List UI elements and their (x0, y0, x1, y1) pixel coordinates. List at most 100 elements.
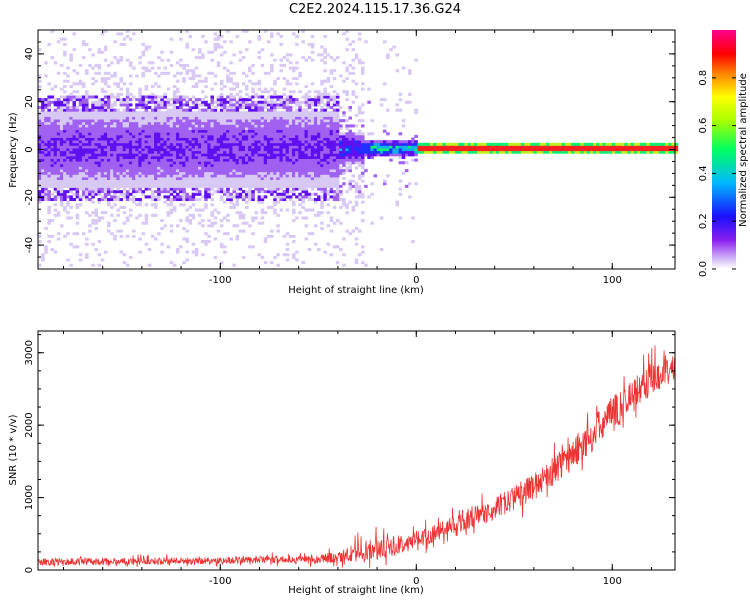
spectrogram-cell (301, 190, 305, 194)
spectrogram-cell (216, 95, 221, 99)
spectrogram-cell (182, 119, 186, 123)
spectrogram-cell (301, 163, 305, 167)
spectrogram-cell (273, 132, 277, 136)
spectrogram-cell (270, 32, 274, 36)
spectrogram-cell (332, 145, 337, 149)
spectrogram-cell (50, 124, 55, 128)
spectrogram-cell (285, 171, 290, 175)
spectrogram-cell (361, 124, 365, 128)
spectrogram-cell (266, 184, 271, 188)
spectrogram-cell (260, 140, 265, 144)
spectrogram-cell (204, 137, 208, 141)
spectrogram-cell (204, 140, 208, 144)
spectrogram-cell (122, 100, 127, 104)
spectrogram-cell (66, 103, 70, 107)
spectrogram-cell (357, 174, 362, 178)
spectrogram-cell (241, 129, 246, 133)
spectrogram-cell (207, 113, 211, 117)
spectrogram-cell (81, 108, 86, 112)
spectrogram-cell (116, 129, 120, 133)
spectrogram-cell (448, 145, 453, 149)
spectrogram-cell (310, 111, 315, 115)
spectrogram-cell (201, 166, 205, 170)
spectrogram-cell (179, 113, 183, 117)
spectrogram-cell (238, 111, 243, 115)
spectrogram-cell (248, 69, 252, 73)
spectrogram-cell (116, 148, 120, 152)
spectrogram-cell (611, 148, 616, 152)
spectrogram-cell (100, 190, 105, 194)
spectrogram-cell (106, 137, 111, 141)
spectrogram-cell (298, 203, 302, 207)
spectrogram-cell (194, 119, 199, 123)
spectrogram-cell (216, 174, 221, 178)
spectrogram-cell (226, 145, 230, 149)
spectrogram-cell (260, 200, 265, 204)
spectrogram-cell (188, 140, 193, 144)
spectrogram-cell (361, 132, 365, 136)
spectrogram-cell (125, 145, 130, 149)
spectrogram-cell (301, 176, 305, 181)
spectrogram-cell (179, 166, 183, 170)
spectrogram-cell (147, 124, 152, 128)
spectrogram-cell (163, 145, 167, 149)
spectrogram-cell (59, 132, 64, 136)
spectrogram-cell (251, 119, 255, 123)
spectrogram-cell (147, 129, 152, 133)
spectrogram-cell (144, 124, 149, 128)
spectrogram-cell (50, 132, 55, 136)
spectrogram-cell (63, 140, 67, 144)
spectrogram-cell (392, 45, 396, 49)
spectrogram-cell (201, 240, 205, 244)
spectrogram-cell (213, 163, 218, 167)
spectrogram-cell (182, 237, 186, 241)
spectrogram-cell (223, 179, 227, 183)
spectrogram-cell (266, 166, 271, 170)
spectrogram-cell (85, 148, 89, 152)
spectrogram-cell (204, 190, 208, 194)
spectrogram-cell (244, 116, 249, 120)
spectrogram-cell (182, 124, 186, 128)
spectrogram-cell (389, 158, 393, 162)
spectrogram-cell (304, 169, 309, 173)
spectrogram-cell (106, 127, 111, 131)
spectrogram-cell (288, 176, 293, 181)
spectrogram-cell (332, 198, 337, 202)
spectrogram-cell (191, 213, 196, 217)
spectrogram-cell (69, 58, 73, 62)
spectrogram-cell (160, 121, 164, 125)
spectrogram-cell (260, 134, 265, 138)
spectrogram-cell (335, 158, 340, 162)
spectrogram-cell (103, 153, 108, 157)
spectrogram-cell (317, 111, 321, 115)
spectrogram-cell (169, 166, 174, 170)
spectrogram-cell (345, 190, 349, 194)
spectrogram-cell (53, 182, 58, 186)
spectrogram-cell (382, 150, 387, 154)
spectrogram-cell (53, 171, 58, 175)
spectrogram-cell (201, 195, 205, 199)
spectrogram-cell (232, 134, 236, 138)
spectrogram-cell (270, 148, 274, 152)
spectrogram-cell (144, 203, 149, 207)
spectrogram-cell (144, 84, 149, 88)
spectrogram-cell (175, 79, 180, 83)
spectrogram-cell (210, 100, 215, 104)
spectrogram-cell (348, 158, 352, 162)
spectrogram-cell (122, 158, 127, 162)
spectrogram-cell (357, 253, 362, 257)
spectrogram-cell (141, 116, 146, 120)
spectrogram-cell (216, 145, 221, 149)
spectrogram-cell (335, 100, 340, 104)
spectrogram-cell (364, 40, 368, 44)
spectrogram-cell (282, 56, 287, 60)
spectrogram-cell (163, 150, 167, 154)
spectrogram-cell (147, 182, 152, 186)
spectrogram-cell (103, 198, 108, 202)
spectrogram-cell (298, 150, 302, 154)
spectrogram-cell (194, 198, 199, 202)
spectrogram-cell (182, 148, 186, 152)
spectrogram-cell (213, 255, 218, 259)
spectrogram-cell (75, 140, 80, 144)
spectrogram-cell (122, 82, 127, 86)
